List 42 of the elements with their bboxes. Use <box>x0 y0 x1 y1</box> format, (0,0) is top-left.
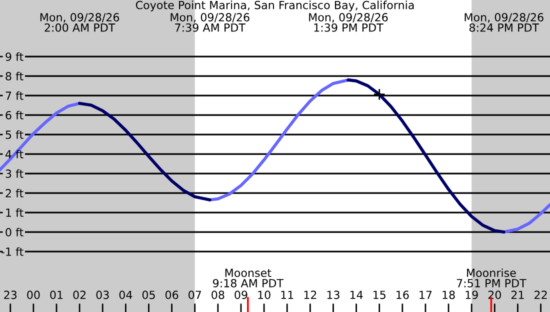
annotation: Mon, 09/28/26 7:39 AM PDT <box>170 13 250 32</box>
x-tick-label: 04 <box>119 290 132 300</box>
x-tick-label: 01 <box>50 290 63 300</box>
x-tick-label: 02 <box>73 290 86 300</box>
chart-title: Coyote Point Marina, San Francisco Bay, California <box>136 0 414 12</box>
x-tick-label: 16 <box>396 290 409 300</box>
x-tick-label: 21 <box>511 290 524 299</box>
x-tick-label: 08 <box>212 290 224 300</box>
annotation: Mon, 09/28/26 8:24 PM PDT <box>464 13 544 32</box>
x-tick-label: 18 <box>442 290 455 300</box>
x-tick-label: 13 <box>327 290 340 300</box>
x-tick-label: 11 <box>281 290 294 299</box>
x-tick-label: 14 <box>350 290 363 299</box>
x-tick-label: 23 <box>4 290 17 300</box>
x-tick-label: 09 <box>234 290 248 300</box>
x-tick-label: 10 <box>258 290 270 300</box>
x-tick-label: 19 <box>466 290 478 300</box>
y-tick-label: 1 ft <box>6 208 24 217</box>
ref-line-label: Moonset 9:18 AM PDT <box>212 268 284 288</box>
annotation: Mon, 09/28/26 2:00 AM PDT <box>40 13 120 32</box>
y-tick-label: 2 ft <box>6 188 24 198</box>
x-tick-label: 07 <box>188 290 201 300</box>
x-tick-label: 12 <box>304 290 316 299</box>
y-tick-label: 5 ft <box>6 130 24 139</box>
y-tick-label: 9 ft <box>6 52 24 61</box>
y-tick-label: 8 ft <box>6 72 24 80</box>
y-tick-label: 7 ft <box>6 91 24 100</box>
x-tick-label: 20 <box>488 290 501 300</box>
x-tick-label: 00 <box>27 290 40 300</box>
y-tick-label: 6 ft <box>6 110 24 120</box>
annotation: Mon, 09/28/26 1:39 PM PDT <box>309 13 388 32</box>
ref-line-label: Moonrise 7:51 PM PDT <box>456 268 526 288</box>
x-tick-label: 22 <box>534 290 547 299</box>
x-tick-label: 03 <box>96 290 109 300</box>
x-tick-label: 05 <box>142 290 155 300</box>
y-tick-label: 4 ft <box>5 150 24 158</box>
y-tick-label: -1 ft <box>1 247 24 256</box>
x-tick-label: 15 <box>374 290 386 300</box>
x-tick-label: 06 <box>165 290 178 300</box>
y-tick-label: 3 ft <box>6 169 24 178</box>
y-tick-label: 0 ft <box>6 228 24 236</box>
x-tick-label: 17 <box>420 290 432 299</box>
